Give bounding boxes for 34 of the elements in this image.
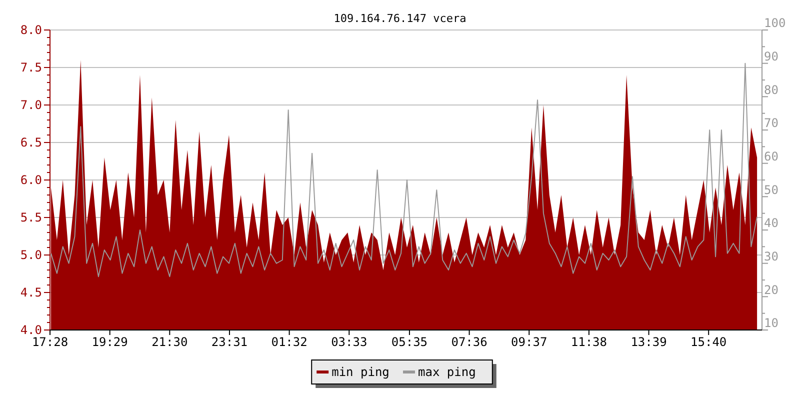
x-tick-label: 11:38 (570, 335, 608, 349)
x-tick-label: 05:35 (391, 335, 428, 349)
y-tick-label: 4.5 (20, 286, 42, 300)
x-tick-label: 19:29 (92, 335, 128, 349)
legend-label: max ping (418, 365, 476, 380)
y-tick-label: 4.0 (20, 323, 42, 338)
y-tick-label: 6.5 (20, 136, 42, 150)
y2-tick-label: 30 (764, 250, 778, 264)
y-tick-label: 7.5 (20, 60, 42, 75)
y2-tick-label: 90 (764, 50, 778, 64)
x-tick-label: 09:37 (511, 335, 548, 349)
y-tick-label: 8.0 (20, 23, 42, 38)
x-tick-label: 07:36 (451, 335, 488, 349)
x-tick-label: 15:40 (690, 335, 727, 349)
y-tick-label: 7.0 (20, 98, 42, 112)
y-tick-label: 6.0 (20, 173, 42, 188)
y2-tick-label: 100 (764, 16, 786, 30)
y-tick-label: 5.0 (20, 248, 42, 262)
y2-tick-label: 20 (764, 282, 778, 297)
x-tick-label: 23:31 (211, 335, 248, 349)
x-tick-label: 17:28 (32, 335, 68, 349)
y-tick-label: 5.5 (20, 210, 42, 225)
y2-tick-label: 70 (764, 116, 778, 130)
y2-tick-label: 10 (764, 316, 778, 330)
chart-title: 109.164.76.147 vcera (334, 12, 466, 25)
y2-tick-label: 50 (764, 182, 778, 197)
y2-tick-label: 60 (764, 150, 778, 164)
x-tick-label: 03:33 (331, 335, 368, 349)
x-tick-label: 13:39 (630, 335, 667, 349)
y2-tick-label: 40 (764, 216, 778, 230)
legend-label: min ping (332, 365, 390, 380)
x-tick-label: 01:32 (271, 335, 308, 349)
y2-tick-label: 80 (764, 82, 778, 97)
x-tick-label: 21:30 (152, 335, 188, 349)
